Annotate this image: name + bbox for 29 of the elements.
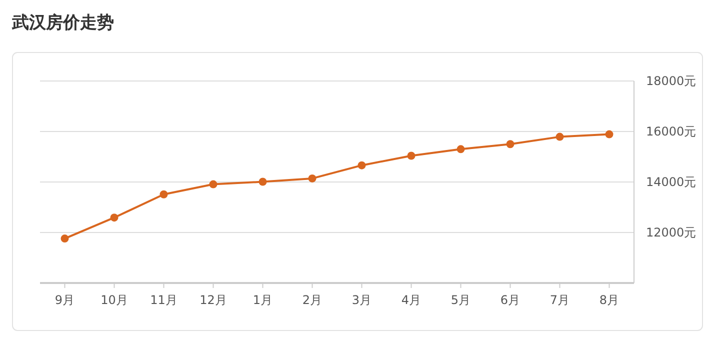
x-tick-label: 6月 <box>500 293 520 307</box>
x-tick-label: 4月 <box>401 293 422 307</box>
y-tick-label: 14000元 <box>646 175 696 189</box>
point <box>160 190 168 198</box>
x-tick-label: 10月 <box>100 293 128 307</box>
x-tick-label: 9月 <box>54 293 75 307</box>
chart-title: 武汉房价走势 <box>11 13 114 33</box>
point <box>407 152 416 160</box>
x-tick-label: 12月 <box>200 293 227 307</box>
point <box>110 214 118 222</box>
point <box>456 145 465 154</box>
y-tick-label: 18000元 <box>646 74 696 88</box>
x-tick-label: 1月 <box>252 293 273 307</box>
point <box>358 161 366 170</box>
x-tick-label: 8月 <box>599 293 620 307</box>
x-tick-label: 5月 <box>450 293 471 307</box>
point <box>605 130 614 138</box>
point <box>308 174 316 182</box>
point <box>60 234 69 243</box>
point <box>209 180 218 188</box>
point <box>556 132 564 141</box>
point <box>258 178 267 186</box>
x-tick-label: 11月 <box>150 293 178 307</box>
x-tick-label: 3月 <box>352 293 372 307</box>
y-tick-label: 16000元 <box>646 124 696 138</box>
point <box>506 140 514 148</box>
x-tick-label: 7月 <box>550 293 570 307</box>
x-tick-label: 2月 <box>302 293 322 307</box>
y-tick-label: 12000元 <box>646 226 696 240</box>
